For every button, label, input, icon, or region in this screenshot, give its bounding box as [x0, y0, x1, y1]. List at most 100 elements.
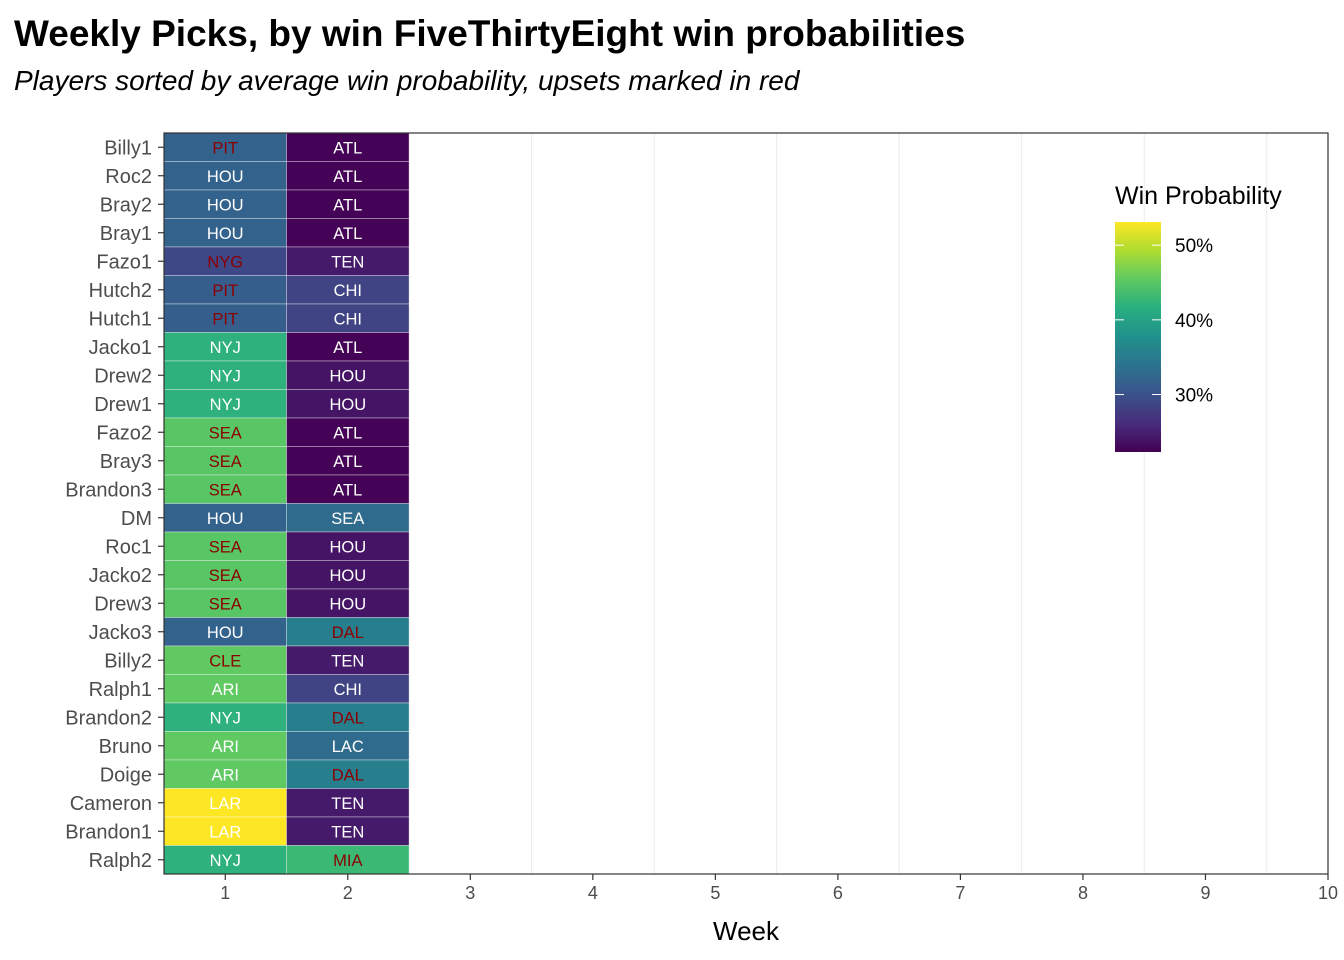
- cell-label: DAL: [332, 624, 364, 642]
- cell-label: LAR: [209, 795, 241, 813]
- y-tick-label: Bray1: [100, 223, 152, 245]
- heatmap-cell: [286, 246, 410, 276]
- y-axis: Billy1 Roc2 Bray2 Bray1 Fazo1 Hutch2 Hutch1 Jac…: [65, 137, 164, 872]
- heatmap-cell: [286, 731, 410, 761]
- y-tick-label: Billy1: [104, 137, 152, 159]
- legend: Win Probability 50% 40% 30%: [1115, 182, 1282, 452]
- cell-label: LAC: [332, 738, 364, 756]
- y-tick-label: Brandon3: [65, 479, 152, 501]
- cell-label: ATL: [333, 196, 362, 214]
- heatmap-cell: [286, 702, 410, 732]
- heatmap-cell: [163, 360, 287, 390]
- cell-label: PIT: [212, 310, 238, 328]
- cell-label: SEA: [209, 424, 242, 442]
- y-tick-label: Bray2: [100, 194, 152, 216]
- y-tick-label: Brandon1: [65, 821, 152, 843]
- cell-label: HOU: [329, 396, 366, 414]
- chart-title: Weekly Picks, by win FiveThirtyEight win…: [14, 13, 965, 54]
- heatmap-cell: [163, 617, 287, 647]
- heatmap-cell: [163, 218, 287, 248]
- y-tick-label: Bray3: [100, 451, 152, 473]
- y-tick-label: Hutch2: [89, 280, 152, 302]
- cell-label: ATL: [333, 139, 362, 157]
- heatmap-cell: [286, 275, 410, 305]
- y-tick-label: Ralph2: [89, 850, 152, 872]
- legend-title: Win Probability: [1115, 182, 1282, 210]
- panel-border: [163, 132, 1329, 875]
- cell-label: LAR: [209, 823, 241, 841]
- heatmap-cell: [286, 759, 410, 789]
- cell-label: NYJ: [210, 396, 241, 414]
- cell-label: HOU: [207, 510, 244, 528]
- cell-label: CLE: [209, 652, 241, 670]
- heatmap-cell: [163, 845, 287, 875]
- cell-label: DAL: [332, 766, 364, 784]
- cell-label: HOU: [207, 225, 244, 243]
- heatmap-cell: [286, 588, 410, 618]
- cell-label: TEN: [331, 253, 364, 271]
- cell-label: SEA: [209, 481, 242, 499]
- legend-label: 40%: [1175, 311, 1213, 332]
- heatmap-cell: [286, 845, 410, 875]
- y-tick-label: Roc1: [105, 536, 152, 558]
- heatmap-cell: [163, 161, 287, 191]
- cell-label: CHI: [334, 310, 362, 328]
- cell-label: PIT: [212, 282, 238, 300]
- cell-label: SEA: [209, 567, 242, 585]
- heatmap-cell: [286, 617, 410, 647]
- heatmap-cell: [286, 674, 410, 704]
- heatmap-cell: [286, 360, 410, 390]
- heatmap-cell: [286, 332, 410, 362]
- cell-label: PIT: [212, 139, 238, 157]
- heatmap-cell: [163, 132, 287, 162]
- y-tick-label: Brandon2: [65, 707, 152, 729]
- cell-label: NYJ: [210, 709, 241, 727]
- y-tick-label: Jacko1: [89, 337, 152, 359]
- y-tick-label: Billy2: [104, 650, 152, 672]
- y-tick-label: Bruno: [99, 736, 152, 758]
- cell-label: HOU: [329, 595, 366, 613]
- cell-label: ATL: [333, 481, 362, 499]
- heatmap-cell: [163, 531, 287, 561]
- heatmap-cell: [163, 246, 287, 276]
- cell-label: ATL: [333, 339, 362, 357]
- x-axis: 1 2 3 4 5 6 7 8 9 10: [220, 874, 1338, 903]
- cell-label: SEA: [209, 453, 242, 471]
- x-tick-label: 8: [1078, 883, 1088, 903]
- cell-label: ATL: [333, 453, 362, 471]
- cell-label: NYJ: [210, 367, 241, 385]
- x-tick-label: 6: [833, 883, 843, 903]
- cell-label: NYG: [207, 253, 243, 271]
- heatmap-cell: [163, 503, 287, 533]
- cell-label: SEA: [331, 510, 364, 528]
- x-tick-label: 7: [955, 883, 965, 903]
- x-tick-label: 3: [465, 883, 475, 903]
- cell-label: ATL: [333, 225, 362, 243]
- heatmap-cell: [286, 531, 410, 561]
- cell-label: DAL: [332, 709, 364, 727]
- cell-label: NYJ: [210, 852, 241, 870]
- heatmap-cell: [163, 275, 287, 305]
- heatmap-cell: [163, 446, 287, 476]
- y-tick-label: DM: [121, 508, 152, 530]
- y-tick-label: Doige: [100, 764, 152, 786]
- heatmap-cell: [163, 702, 287, 732]
- heatmap-cell: [163, 645, 287, 675]
- y-tick-label: Cameron: [70, 793, 152, 815]
- legend-label: 30%: [1175, 386, 1213, 407]
- x-tick-label: 4: [588, 883, 598, 903]
- cell-label: NYJ: [210, 339, 241, 357]
- y-tick-label: Roc2: [105, 166, 152, 188]
- cell-label: TEN: [331, 795, 364, 813]
- cell-label: CHI: [334, 681, 362, 699]
- cell-label: HOU: [329, 538, 366, 556]
- y-tick-label: Drew3: [94, 593, 152, 615]
- y-tick-label: Hutch1: [89, 308, 152, 330]
- heatmap-cells: [163, 132, 410, 875]
- heatmap-cell: [286, 788, 410, 818]
- cell-label: CHI: [334, 282, 362, 300]
- heatmap-cell: [286, 446, 410, 476]
- y-tick-label: Ralph1: [89, 679, 152, 701]
- x-tick-label: 5: [710, 883, 720, 903]
